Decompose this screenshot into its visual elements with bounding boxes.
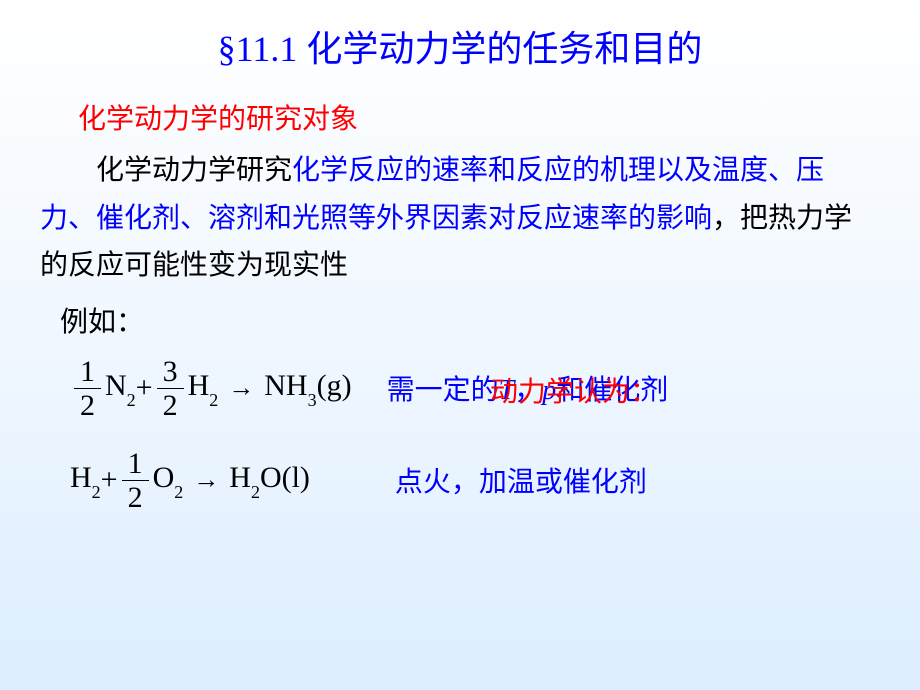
equation-row-1: 1 2 N2 + 3 2 H2 → NH3(g) 需一定的T，p和催化剂: [0, 355, 920, 422]
para-part1: 化学动力学研究: [96, 155, 292, 186]
frac-den: 2: [74, 389, 101, 422]
slide-title: §11.1 化学动力学的任务和目的: [0, 0, 920, 82]
fraction-3: 1 2: [122, 447, 149, 514]
frac-num: 3: [157, 355, 184, 389]
frac-den: 2: [122, 481, 149, 514]
condition-2: 点火，加温或催化剂: [395, 460, 647, 500]
frac-den: 2: [157, 389, 184, 422]
section-subtitle: 化学动力学的研究对象: [0, 82, 920, 137]
reaction-arrow: →: [228, 373, 254, 403]
species-h2: H2: [188, 369, 219, 407]
species-h2-b: H2: [70, 461, 101, 499]
reaction-arrow: →: [193, 465, 219, 495]
frac-num: 1: [122, 447, 149, 481]
frac-num: 1: [74, 355, 101, 389]
species-o2: O2: [153, 461, 184, 499]
main-paragraph: 化学动力学研究化学反应的速率和反应的机理以及温度、压力、催化剂、溶剂和光照等外界…: [0, 137, 920, 290]
kinetics-label: 动力学认为：: [490, 370, 658, 410]
equation-row-2: H2 + 1 2 O2 → H2O(l) 点火，加温或催化剂: [0, 447, 920, 514]
product-nh3: NH3(g): [264, 369, 351, 407]
example-label: 例如：: [0, 290, 920, 340]
plus-sign: +: [101, 463, 118, 497]
cond1-prefix: 需一定的: [387, 375, 499, 406]
product-h2o: H2O(l): [229, 461, 310, 499]
fraction-2: 3 2: [157, 355, 184, 422]
species-n2: N2: [105, 369, 136, 407]
plus-sign: +: [136, 371, 153, 405]
fraction-1: 1 2: [74, 355, 101, 422]
equation-2: H2 + 1 2 O2 → H2O(l): [70, 447, 310, 514]
equation-1: 1 2 N2 + 3 2 H2 → NH3(g): [70, 355, 352, 422]
